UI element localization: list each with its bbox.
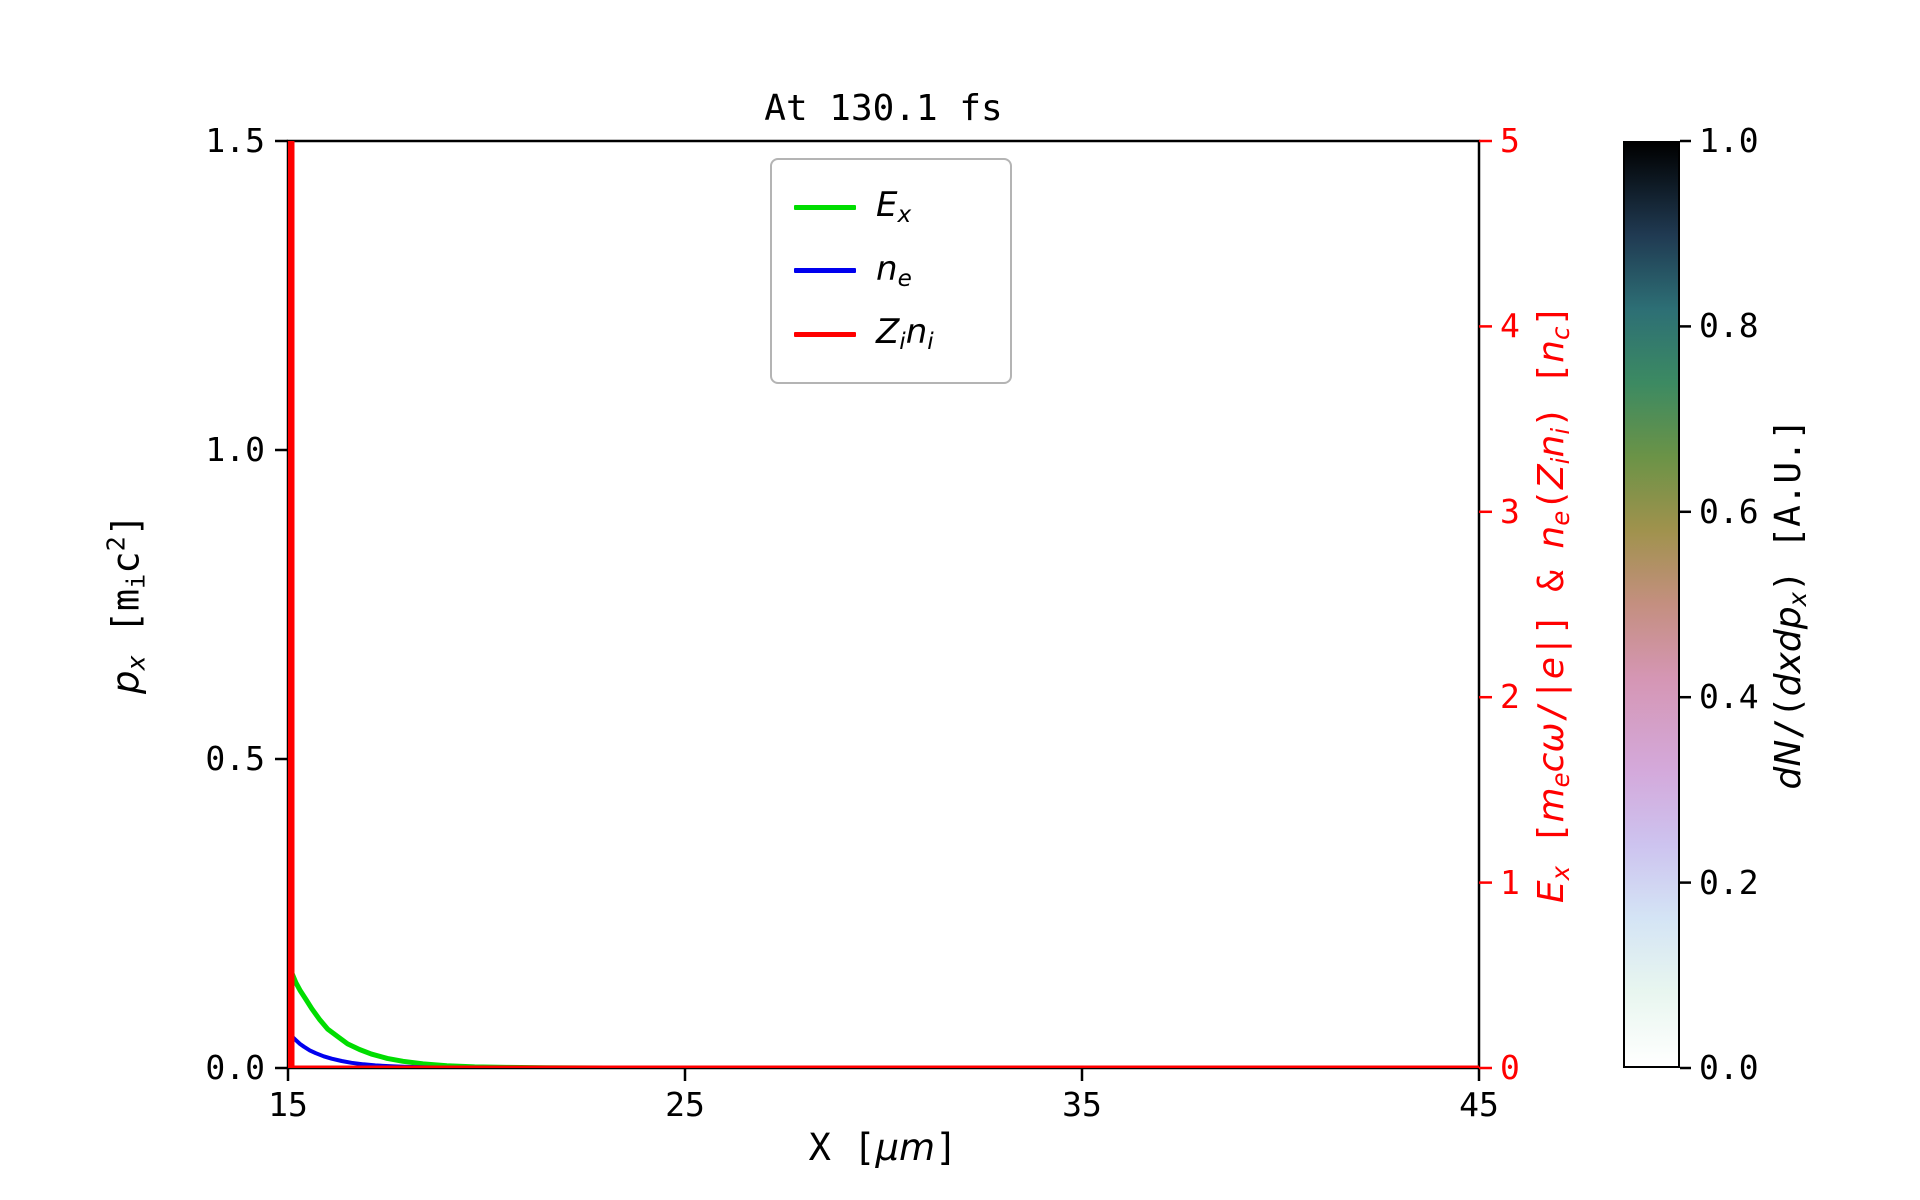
legend-line-sample xyxy=(794,268,856,274)
y-left-tick-label: 1.0 xyxy=(205,430,265,469)
label-segment: |] & xyxy=(1530,548,1572,657)
label-segment: n xyxy=(905,311,928,352)
colorbar-tick-label: 0.2 xyxy=(1699,862,1759,902)
series-line-ne xyxy=(288,1031,1479,1068)
label-segment: dN xyxy=(1767,739,1809,790)
legend-line-sample xyxy=(794,205,856,211)
colorbar-tick-label: 0.8 xyxy=(1699,306,1759,346)
label-segment: c xyxy=(104,551,148,574)
colorbar-tick-label: 0.4 xyxy=(1699,677,1759,717)
label-segment: i xyxy=(1546,457,1576,465)
label-segment: i xyxy=(899,328,906,355)
x-tick-label: 35 xyxy=(1062,1085,1102,1124)
label-segment: Z xyxy=(1530,464,1572,489)
label-segment: ) [ xyxy=(1530,362,1572,428)
y-right-tick-label: 3 xyxy=(1500,491,1520,531)
y-axis-left-label: px [mic2] xyxy=(101,514,150,694)
chart-title: At 130.1 fs xyxy=(764,88,1003,129)
y-right-tick-label: 0 xyxy=(1500,1048,1520,1087)
colorbar-tick-label: 0.6 xyxy=(1699,491,1759,531)
label-segment: [ xyxy=(1530,822,1572,866)
colorbar xyxy=(1623,141,1680,1068)
colorbar-gradient xyxy=(1625,143,1678,1066)
colorbar-tick-label: 0.0 xyxy=(1699,1048,1759,1087)
y-left-tick-label: 0.5 xyxy=(205,739,265,778)
label-segment: n xyxy=(1530,434,1572,458)
legend: Ex ne Zini xyxy=(770,158,1012,384)
label-segment: ] xyxy=(104,513,148,537)
label-segment: i xyxy=(927,328,934,355)
legend-item-ne: ne xyxy=(794,252,984,291)
label-segment: [m xyxy=(104,588,148,656)
label-segment: i xyxy=(121,573,151,589)
label-segment: Z xyxy=(876,311,900,352)
y-right-tick-label: 2 xyxy=(1500,677,1520,717)
colorbar-label: dN/(dxdpx) [A.U.] xyxy=(1768,419,1812,790)
y-left-tick-label: 1.5 xyxy=(205,121,265,160)
label-segment: e xyxy=(897,265,912,292)
label-segment: ] xyxy=(935,1126,958,1169)
x-axis-label: X [μm] xyxy=(809,1126,958,1169)
label-segment: p xyxy=(104,670,148,695)
legend-item-label: Ex xyxy=(876,188,911,227)
label-segment: μm xyxy=(875,1126,936,1169)
label-segment: e xyxy=(1530,656,1572,680)
legend-line-sample xyxy=(794,331,856,337)
label-segment: i xyxy=(1546,427,1576,435)
label-segment: X [ xyxy=(808,1126,876,1169)
legend-item-label: Zini xyxy=(876,315,934,354)
label-segment: n xyxy=(1530,525,1572,549)
label-segment: n xyxy=(1530,340,1572,363)
label-segment: E xyxy=(876,185,898,226)
colorbar-tick-label: 1.0 xyxy=(1699,121,1759,160)
label-segment: m xyxy=(1530,787,1572,823)
label-segment: e xyxy=(1546,772,1576,788)
x-tick-label: 25 xyxy=(665,1085,705,1124)
legend-item-Zini: Zini xyxy=(794,315,984,354)
x-tick-label: 15 xyxy=(268,1085,308,1124)
y-axis-right-label: Ex [mecω/|e|] & ne(Zini) [nc] xyxy=(1531,305,1575,903)
y-right-tick-label: 1 xyxy=(1500,862,1520,902)
legend-item-Ex: Ex xyxy=(794,188,984,227)
y-left-tick-label: 0.0 xyxy=(205,1048,265,1087)
label-segment: x xyxy=(121,655,151,671)
label-segment: x xyxy=(1783,591,1813,607)
label-segment: n xyxy=(876,248,898,289)
y-right-tick-label: 5 xyxy=(1500,121,1520,160)
x-tick-label: 45 xyxy=(1459,1085,1499,1124)
label-segment: cω xyxy=(1530,722,1572,773)
legend-item-label: ne xyxy=(876,252,912,291)
y-right-tick-label: 4 xyxy=(1500,306,1520,346)
label-segment: 2 xyxy=(101,536,131,552)
label-segment: x xyxy=(897,201,912,228)
series-line-Ex xyxy=(288,964,1479,1068)
